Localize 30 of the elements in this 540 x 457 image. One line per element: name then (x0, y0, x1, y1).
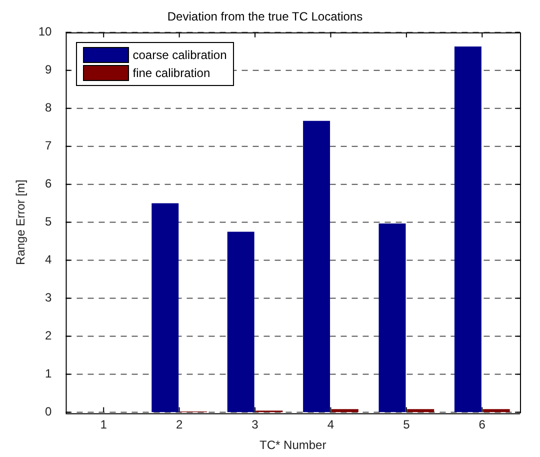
legend-label: coarse calibration (132, 48, 227, 62)
y-tick-label: 3 (45, 290, 52, 305)
y-tick-label: 7 (45, 138, 52, 153)
x-tick-label: 3 (252, 418, 259, 432)
y-tick-label: 2 (45, 328, 52, 343)
x-tick-label: 2 (176, 418, 183, 432)
y-tick-label: 0 (45, 404, 52, 419)
x-axis-title: TC* Number (260, 438, 326, 452)
y-tick-label: 1 (45, 366, 52, 381)
bar (303, 120, 330, 412)
y-tick-label: 6 (45, 176, 52, 191)
chart-title: Deviation from the true TC Locations (167, 10, 363, 24)
bar (482, 409, 510, 412)
bar (407, 409, 434, 412)
y-axis-title: Range Error [m] (14, 180, 28, 265)
bar (378, 223, 406, 412)
x-tick-label: 5 (403, 418, 410, 432)
y-tick-label: 8 (45, 100, 52, 115)
y-tick-label: 9 (45, 62, 52, 77)
bar (331, 409, 358, 412)
y-tick-label: 10 (38, 24, 52, 39)
bar (227, 232, 254, 412)
x-tick-label: 6 (478, 418, 486, 432)
x-tick-label: 4 (327, 418, 334, 432)
bar (454, 46, 482, 412)
bar (152, 203, 179, 412)
x-tick-label: 1 (100, 418, 108, 432)
y-tick-label: 5 (45, 214, 52, 229)
legend-label: fine calibration (132, 66, 210, 80)
y-tick-label: 4 (45, 252, 52, 267)
